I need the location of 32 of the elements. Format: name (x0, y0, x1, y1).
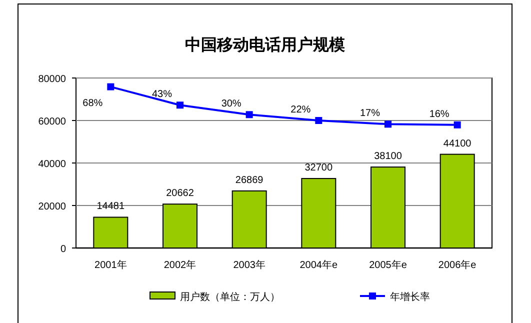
y-tick-label: 20000 (38, 202, 66, 212)
x-tick-label: 2003年 (233, 259, 266, 271)
legend-label: 年增长率 (390, 291, 430, 303)
x-tick-label: 2006年e (438, 259, 477, 271)
x-tick-label: 2005年e (369, 259, 408, 271)
point (246, 111, 253, 118)
data-label: 43% (152, 89, 172, 100)
x-tick-label: 2002年 (164, 259, 196, 271)
data-label: 26869 (235, 174, 264, 186)
data-label: 16% (429, 108, 450, 120)
point (384, 120, 392, 128)
point (454, 121, 461, 128)
y-tick-label: 80000 (38, 74, 66, 85)
data-label: 17% (360, 108, 380, 120)
data-label: 68% (82, 98, 103, 109)
data-label: 30% (221, 98, 242, 110)
chart-title: 中国移动电话用户规模 (185, 36, 345, 54)
y-tick-label: 40000 (38, 159, 66, 170)
data-label: 14481 (96, 201, 126, 212)
legend-label: 用户数（单位：万人） (180, 291, 280, 303)
x-tick-label: 2004年e (300, 259, 338, 271)
data-label: 20662 (166, 188, 194, 200)
data-label: 38100 (374, 151, 402, 162)
data-label: 22% (290, 104, 311, 116)
point (176, 102, 184, 109)
y-tick-label: 60000 (38, 116, 66, 128)
y-tick-label: 0 (60, 244, 66, 255)
point (107, 83, 114, 90)
x-tick-label: 2001年 (94, 259, 127, 271)
data-label: 32700 (304, 162, 334, 174)
data-label: 44100 (443, 138, 472, 150)
point (315, 117, 322, 124)
